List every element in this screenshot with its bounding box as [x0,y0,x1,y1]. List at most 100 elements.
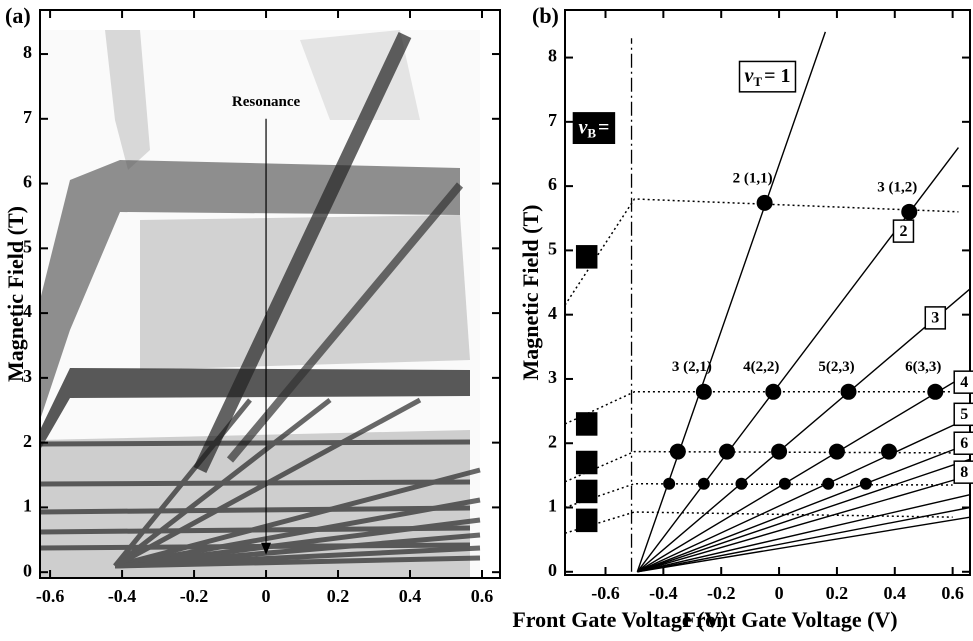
x-tick-label: -0.2 [180,586,209,606]
fan-line [636,31,827,573]
y-tick-label: 1 [23,496,32,516]
y-axis-title: Magnetic Field (T) [518,205,543,381]
nu-subscript: B [587,125,596,140]
index-box [575,412,598,436]
index-box [953,460,973,484]
fan-line [637,442,971,573]
crossing-dot [859,477,872,490]
crossing-dot [765,383,782,400]
panel-label: (b) [532,3,559,28]
y-tick-label: 6 [548,174,557,194]
crossing-dot [771,443,788,460]
map-ridge [226,182,464,463]
crossing-dot [901,203,918,220]
x-axis-title: Front Gate Voltage (V) [512,607,727,632]
dot-label: 3 (2,1) [672,359,712,375]
x-tick-label: -0.6 [36,586,65,606]
index-box [575,450,598,475]
index-box-label: 3 [931,310,939,327]
x-axis-title: Front Gate Voltage (V) [682,607,897,632]
x-tick-label: 0.2 [327,586,350,606]
y-tick-label: 0 [548,560,557,580]
x-tick-label: 0.4 [399,586,422,606]
plot-frame [564,9,971,576]
index-box [953,370,973,394]
crossing-dot [719,443,735,460]
heatmap-texture [39,30,481,578]
map-patch [140,215,470,370]
x-tick-label: -0.4 [108,586,137,606]
nu-text: = [598,116,609,138]
map-patch [105,30,150,170]
fan-line [637,416,971,573]
index-box-label: 4 [960,374,968,391]
crossing-dot [840,383,857,400]
crossing-dot [927,383,944,400]
y-tick-label: 0 [23,560,32,580]
crossing-dot [778,477,791,490]
y-tick-label: 3 [23,366,32,386]
index-box [892,219,915,243]
nu-text: = 1 [764,64,790,86]
fan-line [636,288,971,573]
level-line [564,482,953,509]
level-line [564,198,959,306]
index-box-label: 2 [583,416,591,433]
index-box-label: 8 [960,464,968,481]
y-tick-label: 8 [23,42,32,62]
fan-line [637,458,971,573]
x-tick-label: -0.6 [591,583,620,603]
dot-label: 4(2,2) [743,359,779,375]
x-tick-label: 0.2 [826,583,849,603]
map-fan [39,397,481,569]
fan-line [637,506,971,573]
y-tick-label: 5 [23,236,32,256]
y-tick-label: 7 [548,110,557,130]
index-box [575,479,598,504]
plot-frame [39,9,501,579]
crossing-dot [663,477,676,490]
index-box [575,245,598,269]
y-tick-label: 4 [548,303,557,323]
crossing-dot [669,443,686,460]
fan-line [637,493,971,573]
index-box-label: 2 [899,223,907,240]
index-box-label: 6 [960,435,968,452]
index-box [575,508,598,533]
y-axis-title: Magnetic Field (T) [3,206,28,382]
x-tick-label: 0.4 [884,583,907,603]
index-box-label: 5 [960,406,968,423]
x-tick-label: 0 [262,586,271,606]
nu-box [572,112,616,145]
fan-line [637,516,971,573]
level-line [564,391,953,425]
arrow-head [261,542,272,555]
y-tick-label: 7 [23,107,32,127]
panel-label: (a) [5,3,31,28]
fan-line [636,371,971,573]
nu-symbol: ν [578,116,588,138]
nu-label: νT = 1 [745,64,791,88]
y-tick-label: 1 [548,496,557,516]
nu-frame [738,60,797,93]
y-tick-label: 2 [548,431,557,451]
index-box [924,306,947,330]
x-tick-label: -0.4 [649,583,678,603]
index-box [953,431,973,455]
index-box-label: 4 [583,483,591,500]
dot-label: 6(3,3) [905,359,941,375]
x-tick-label: 0.6 [941,583,964,603]
x-tick-label: -0.2 [707,583,736,603]
crossing-dot [828,443,845,460]
crossing-dot [735,477,748,490]
dot-label: 2 (1,1) [733,170,773,186]
crossing-dot [822,477,835,490]
y-tick-label: 4 [23,301,32,321]
crossing-dot [756,194,773,211]
nu-symbol: ν [745,64,755,86]
nu-label: νB = [578,116,609,140]
y-tick-label: 2 [23,431,32,451]
index-box [953,402,973,427]
